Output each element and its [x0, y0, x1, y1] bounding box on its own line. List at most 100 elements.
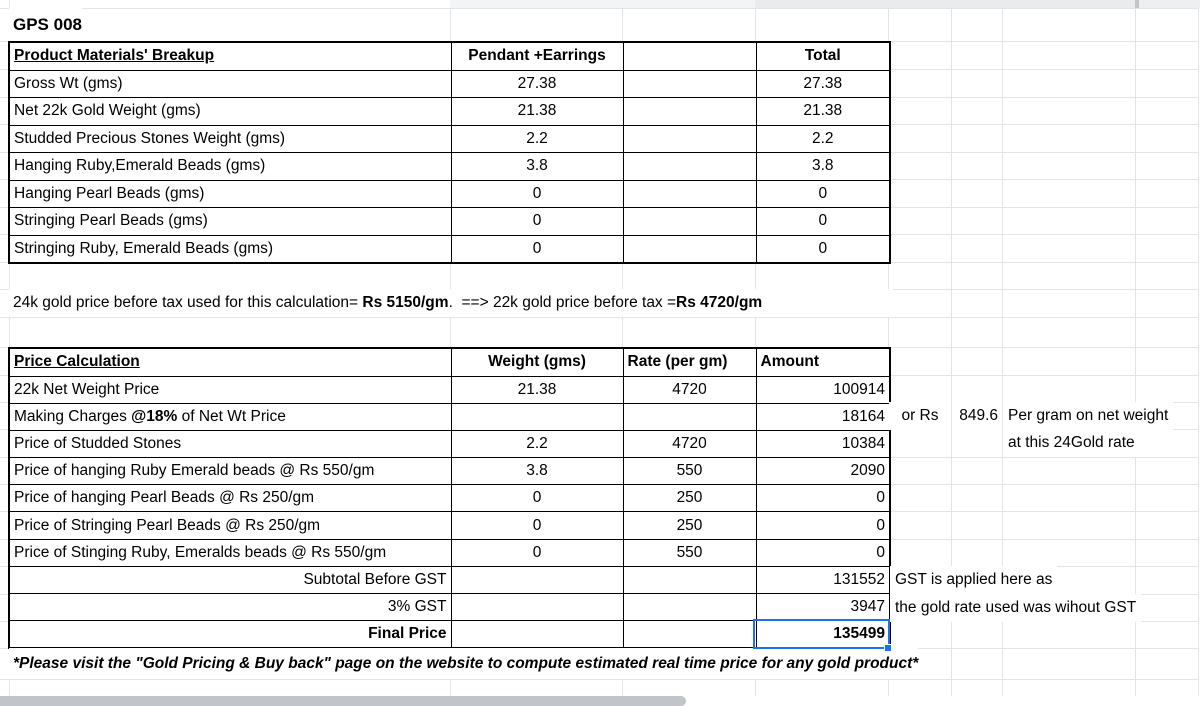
- cell-rate[interactable]: 4720: [622, 429, 757, 459]
- gridline-h: [0, 8, 1198, 9]
- cell-amount[interactable]: 2090: [755, 457, 891, 486]
- active-cell-outline: [753, 619, 890, 649]
- cell-weight[interactable]: 21.38: [450, 375, 624, 404]
- gridline-v: [1002, 0, 1003, 696]
- cell-blank[interactable]: [622, 69, 757, 98]
- cell-rate[interactable]: 550: [622, 457, 757, 486]
- table-row: Hanging Ruby,Emerald Beads (gms) 3.8 3.8: [8, 152, 891, 181]
- cell-weight[interactable]: [450, 402, 624, 431]
- cell-blank[interactable]: [622, 179, 757, 208]
- cell-total[interactable]: 0: [755, 179, 891, 208]
- cell-amount[interactable]: 0: [755, 538, 891, 567]
- cell-label[interactable]: Price of Studded Stones: [8, 429, 452, 459]
- cell-label[interactable]: Stringing Pearl Beads (gms): [8, 207, 452, 236]
- cell-blank[interactable]: [450, 565, 624, 595]
- gridline-v: [1198, 0, 1199, 696]
- label-bold: @18%: [131, 407, 178, 425]
- cell-pendant[interactable]: 0: [450, 207, 624, 236]
- cell-rate[interactable]: 550: [622, 538, 757, 567]
- gridline-h: [0, 317, 1198, 318]
- subtotal-row: Subtotal Before GST 131552: [8, 565, 891, 595]
- cell-pendant[interactable]: 0: [450, 179, 624, 208]
- gst-note-line1-cell[interactable]: GST is applied here as: [890, 566, 1058, 594]
- col-header-weight[interactable]: Weight (gms): [450, 347, 624, 377]
- cell-gst-label[interactable]: 3% GST: [8, 592, 452, 622]
- cell-gst-amount[interactable]: 3947: [755, 592, 891, 622]
- gst-note-line2-cell[interactable]: the gold rate used was wihout GST: [890, 594, 1142, 622]
- cell-total[interactable]: 0: [755, 207, 891, 236]
- cell-pendant[interactable]: 3.8: [450, 152, 624, 181]
- cell-rate[interactable]: [622, 402, 757, 431]
- cell-label[interactable]: 22k Net Weight Price: [8, 375, 452, 404]
- cell-final-price-amount[interactable]: 135499: [755, 620, 891, 649]
- table-header-row: Price Calculation Weight (gms) Rate (per…: [8, 347, 891, 377]
- cell-pendant[interactable]: 2.2: [450, 124, 624, 153]
- cell-amount[interactable]: 0: [755, 511, 891, 540]
- materials-table-title-cell[interactable]: Product Materials' Breakup: [8, 41, 452, 71]
- col-header-total[interactable]: Total: [755, 41, 891, 71]
- cell-blank[interactable]: [450, 592, 624, 622]
- col-header-blank[interactable]: [622, 41, 757, 71]
- cell-total[interactable]: 27.38: [755, 69, 891, 98]
- cell-total[interactable]: 2.2: [755, 124, 891, 153]
- cell-label[interactable]: Gross Wt (gms): [8, 69, 452, 98]
- cell-total[interactable]: 21.38: [755, 97, 891, 126]
- cell-label[interactable]: Studded Precious Stones Weight (gms): [8, 124, 452, 153]
- cell-amount[interactable]: 0: [755, 484, 891, 513]
- cell-amount[interactable]: 18164: [755, 402, 891, 431]
- table-row: Price of hanging Pearl Beads @ Rs 250/gm…: [8, 484, 891, 513]
- cell-rate[interactable]: 4720: [622, 375, 757, 404]
- cell-weight[interactable]: 0: [450, 538, 624, 567]
- label-pre: Making Charges: [14, 407, 132, 425]
- horizontal-scrollbar-thumb[interactable]: [0, 696, 686, 706]
- cell-rate[interactable]: 250: [622, 511, 757, 540]
- cell-subtotal-label[interactable]: Subtotal Before GST: [8, 565, 452, 595]
- cell-subtotal-amount[interactable]: 131552: [755, 565, 891, 595]
- table-row: Net 22k Gold Weight (gms) 21.38 21.38: [8, 97, 891, 126]
- footer-note-cell[interactable]: *Please visit the "Gold Pricing & Buy ba…: [9, 648, 919, 679]
- cell-blank[interactable]: [450, 620, 624, 649]
- col-header-pendant-earrings[interactable]: Pendant +Earrings: [450, 41, 624, 71]
- cell-weight[interactable]: 3.8: [450, 457, 624, 486]
- col-header-amount[interactable]: Amount: [755, 347, 891, 377]
- cell-label[interactable]: Price of Stringing Pearl Beads @ Rs 250/…: [8, 511, 452, 540]
- cell-amount[interactable]: 10384: [755, 429, 891, 459]
- cell-blank[interactable]: [622, 234, 757, 263]
- making-charge-note-line2-cell[interactable]: at this 24Gold rate: [1003, 429, 1140, 457]
- cell-weight[interactable]: 2.2: [450, 429, 624, 459]
- sheet-title-cell[interactable]: GPS 008: [9, 8, 82, 41]
- selection-fill-handle[interactable]: [884, 644, 892, 652]
- cell-label[interactable]: Hanging Ruby,Emerald Beads (gms): [8, 152, 452, 181]
- cell-total[interactable]: 0: [755, 234, 891, 263]
- cell-pendant[interactable]: 21.38: [450, 97, 624, 126]
- cell-label[interactable]: Price of Stinging Ruby, Emeralds beads @…: [8, 538, 452, 567]
- cell-blank[interactable]: [622, 592, 757, 622]
- cell-blank[interactable]: [622, 565, 757, 595]
- cell-final-price-label[interactable]: Final Price: [8, 620, 452, 649]
- cell-weight[interactable]: 0: [450, 484, 624, 513]
- cell-blank[interactable]: [622, 152, 757, 181]
- cell-weight[interactable]: 0: [450, 511, 624, 540]
- cell-blank[interactable]: [622, 620, 757, 649]
- making-charge-or-rs-cell[interactable]: or Rs: [889, 402, 951, 430]
- cell-pendant[interactable]: 27.38: [450, 69, 624, 98]
- cell-label[interactable]: Stringing Ruby, Emerald Beads (gms): [8, 234, 452, 263]
- cell-blank[interactable]: [622, 207, 757, 236]
- price-table-title-cell[interactable]: Price Calculation: [8, 347, 452, 377]
- table-row: Price of Stringing Pearl Beads @ Rs 250/…: [8, 511, 891, 540]
- cell-label[interactable]: Net 22k Gold Weight (gms): [8, 97, 452, 126]
- cell-label[interactable]: Making Charges @18% of Net Wt Price: [8, 402, 452, 431]
- cell-total[interactable]: 3.8: [755, 152, 891, 181]
- cell-label[interactable]: Price of hanging Ruby Emerald beads @ Rs…: [8, 457, 452, 486]
- cell-label[interactable]: Hanging Pearl Beads (gms): [8, 179, 452, 208]
- cell-rate[interactable]: 250: [622, 484, 757, 513]
- cell-label[interactable]: Price of hanging Pearl Beads @ Rs 250/gm: [8, 484, 452, 513]
- col-header-rate[interactable]: Rate (per gm): [622, 347, 757, 377]
- making-charge-per-gram-value-cell[interactable]: 849.6: [952, 402, 1002, 430]
- cell-blank[interactable]: [622, 97, 757, 126]
- making-charge-note-line1-cell[interactable]: Per gram on net weight: [1003, 402, 1174, 430]
- cell-blank[interactable]: [622, 124, 757, 153]
- cell-amount[interactable]: 100914: [755, 375, 891, 404]
- cell-pendant[interactable]: 0: [450, 234, 624, 263]
- gold-price-note-cell[interactable]: 24k gold price before tax used for this …: [9, 289, 893, 317]
